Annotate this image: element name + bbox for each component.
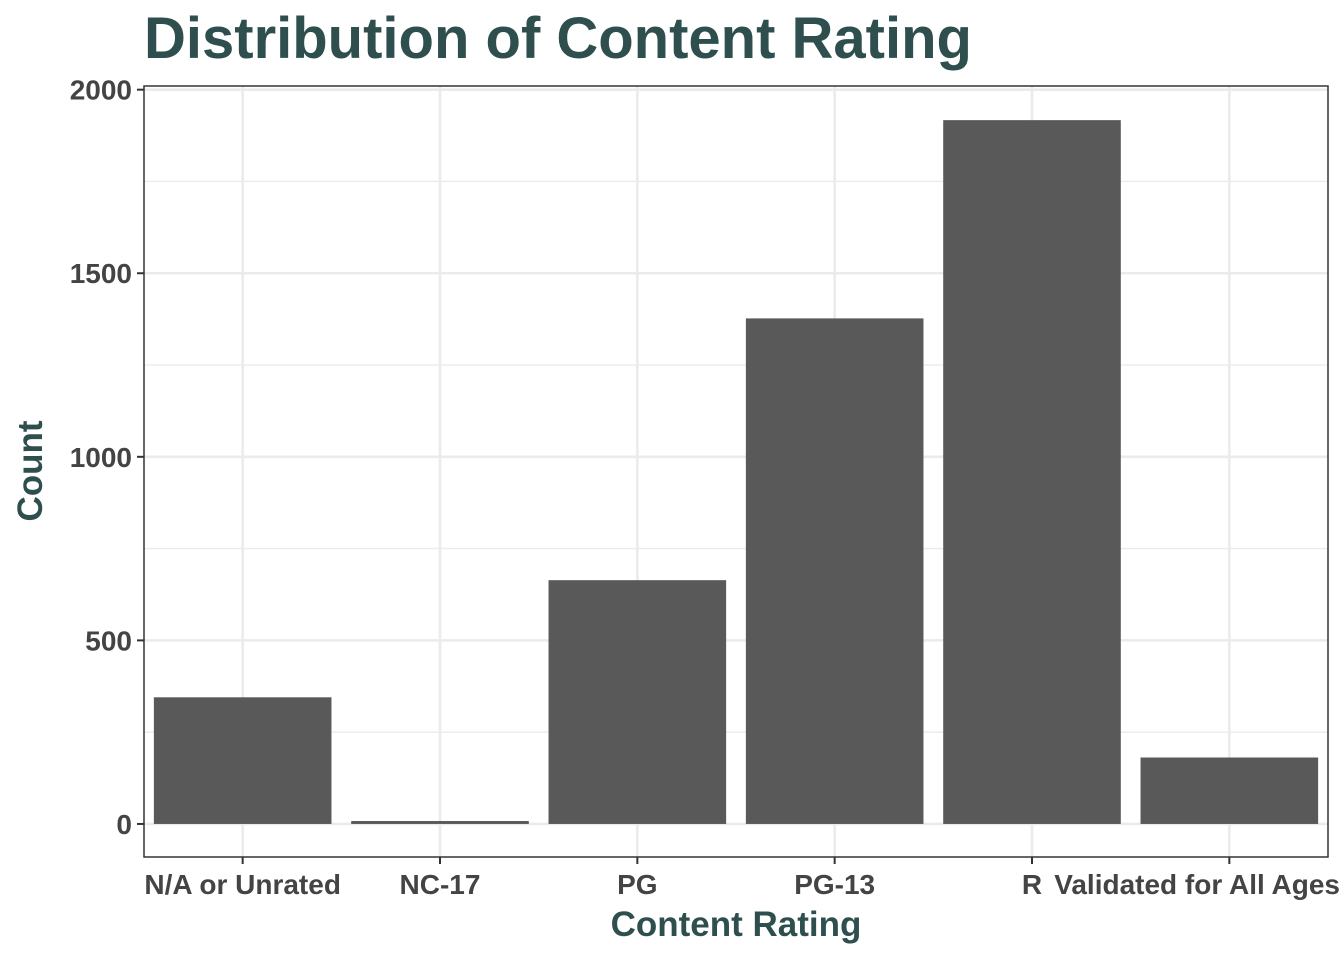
- y-tick-label: 2000: [70, 75, 132, 106]
- x-tick-label: PG-13: [794, 869, 875, 900]
- y-axis-title: Count: [11, 420, 50, 521]
- chart-title: Distribution of Content Rating: [144, 6, 972, 71]
- bar: [943, 120, 1121, 824]
- x-tick-label: PG: [617, 869, 657, 900]
- x-axis-title: Content Rating: [611, 905, 862, 944]
- y-axis: 0 500 1000 1500 2000: [70, 75, 144, 840]
- bar: [548, 580, 727, 824]
- x-tick-label: NC-17: [400, 869, 481, 900]
- y-tick-label: 500: [85, 625, 132, 656]
- x-tick-label: Validated for All Ages: [1054, 869, 1340, 900]
- bars: [153, 120, 1319, 824]
- x-axis: N/A or Unrated NC-17 PG PG-13 R Validated for…: [144, 857, 1340, 900]
- y-tick-label: 1500: [70, 258, 132, 289]
- plot-border: [143, 85, 1329, 858]
- minor-gridlines: [144, 180, 1328, 733]
- x-tick-label: R: [1022, 869, 1042, 900]
- bar: [745, 318, 924, 824]
- bar: [153, 697, 332, 824]
- y-tick-label: 0: [116, 809, 132, 840]
- bar: [1140, 757, 1319, 824]
- x-tick-label: N/A or Unrated: [144, 869, 341, 900]
- bar: [351, 821, 529, 824]
- y-tick-label: 1000: [70, 442, 132, 473]
